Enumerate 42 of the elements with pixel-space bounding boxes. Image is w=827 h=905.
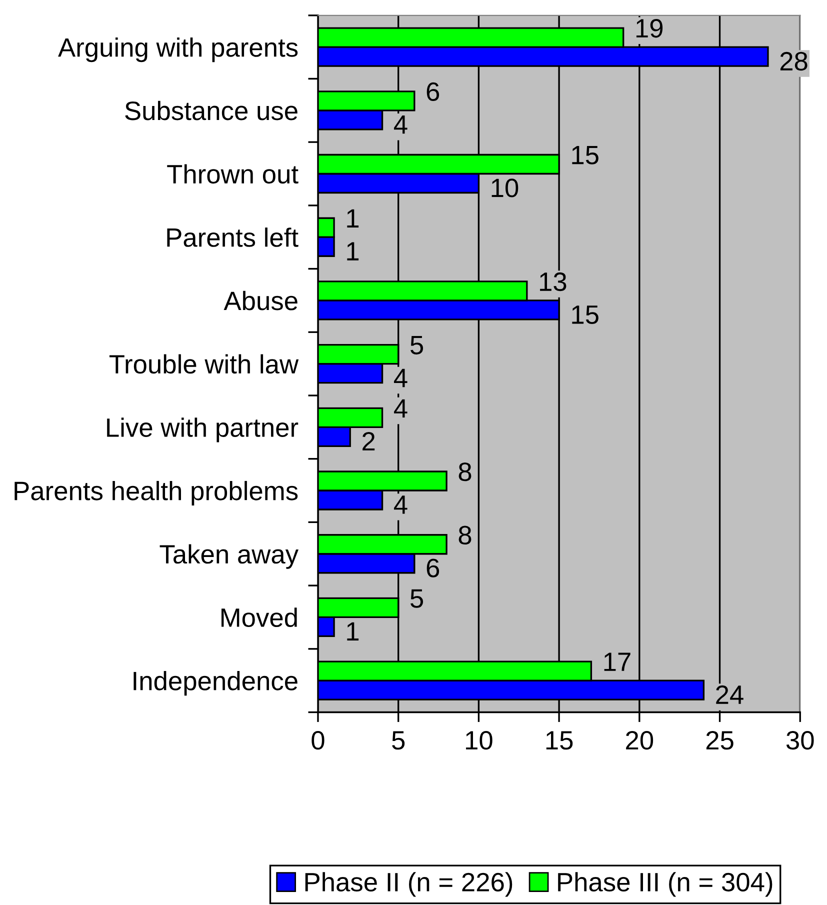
data-label: 1 [347, 622, 359, 640]
data-label: 1 [347, 242, 359, 260]
x-tick-label: 30 [786, 730, 814, 750]
x-tick-label: 0 [312, 730, 324, 750]
y-tick-label: Moved [222, 608, 297, 628]
data-label: 8 [458, 526, 472, 544]
data-label: 4 [394, 399, 408, 418]
data-label: 13 [540, 272, 566, 292]
x-tick-label: 25 [706, 730, 734, 750]
data-label: 15 [572, 306, 598, 324]
data-label: 17 [604, 652, 630, 671]
data-label: 4 [394, 116, 408, 134]
data-label: 28 [780, 52, 808, 71]
y-tick-label: Abuse [224, 290, 298, 310]
data-label: 5 [410, 589, 424, 608]
data-label: 19 [636, 19, 663, 38]
data-label: 4 [394, 496, 408, 514]
y-tick-label: Substance use [125, 100, 298, 120]
x-tick-label: 5 [392, 731, 405, 750]
y-tick-label: Trouble with law [109, 354, 299, 374]
legend-label: Phase II (n = 226) [305, 872, 512, 897]
data-label: 1 [347, 209, 359, 228]
y-tick-label: Arguing with parents [58, 38, 298, 62]
x-tick-label: 10 [466, 730, 492, 750]
y-tick-label: Parents health problems [14, 480, 298, 506]
data-label: 10 [492, 178, 518, 198]
data-label: 6 [426, 82, 440, 102]
y-tick-label: Live with partner [107, 418, 298, 442]
y-tick-label: Thrown out [167, 164, 298, 184]
data-label: 2 [362, 432, 375, 450]
data-label: 24 [716, 685, 744, 704]
data-label: 8 [458, 462, 472, 482]
data-label: 15 [572, 146, 598, 164]
legend-label: Phase III (n = 304) [558, 872, 772, 897]
data-label: 4 [394, 368, 408, 388]
data-label: 6 [426, 558, 440, 578]
y-tick-label: Parents left [167, 228, 298, 247]
data-label: 5 [410, 336, 424, 354]
x-tick-label: 20 [626, 730, 654, 750]
y-tick-label: Independence [134, 671, 298, 696]
y-tick-label: Taken away [160, 544, 298, 569]
x-tick-label: 15 [546, 731, 573, 750]
